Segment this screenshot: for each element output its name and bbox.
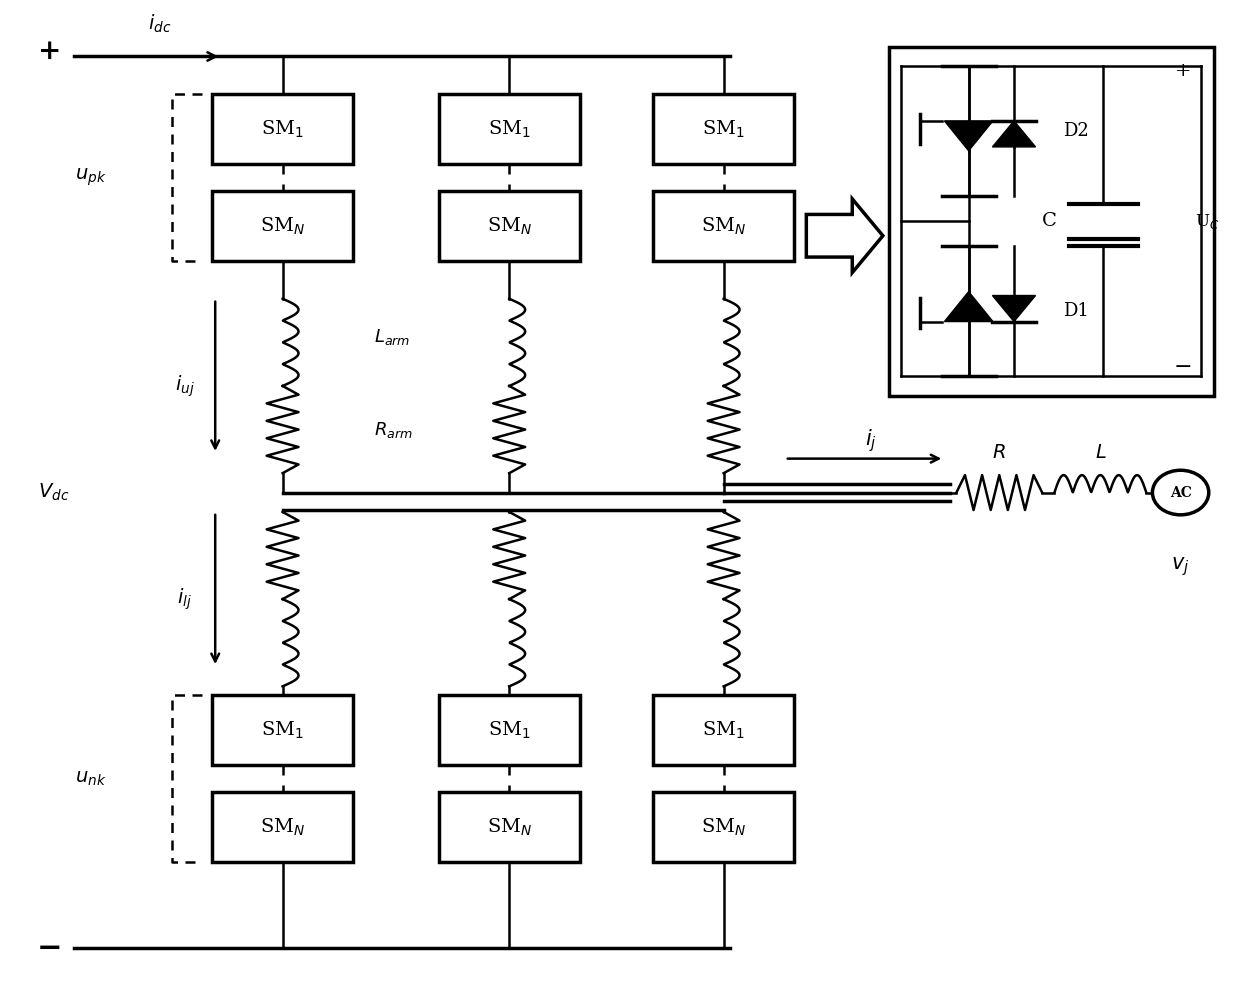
Text: SM$_N$: SM$_N$	[260, 816, 305, 837]
Polygon shape	[992, 295, 1036, 322]
Text: SM$_N$: SM$_N$	[487, 215, 532, 237]
Bar	[653, 695, 794, 765]
Bar	[439, 191, 580, 261]
Text: AC: AC	[1170, 485, 1192, 500]
Text: SM$_1$: SM$_1$	[703, 118, 745, 140]
Bar	[653, 191, 794, 261]
Bar	[890, 47, 1214, 396]
Text: SM$_1$: SM$_1$	[488, 118, 530, 140]
Text: $L_{arm}$: $L_{arm}$	[374, 328, 411, 347]
Text: C: C	[1042, 213, 1057, 230]
Text: $L$: $L$	[1094, 444, 1106, 461]
Text: D1: D1	[1063, 302, 1089, 320]
Polygon shape	[944, 121, 992, 151]
Text: SM$_N$: SM$_N$	[260, 215, 305, 237]
Text: −: −	[1173, 355, 1192, 378]
Bar	[212, 695, 353, 765]
Text: $V_{dc}$: $V_{dc}$	[38, 482, 69, 503]
Text: $u_{nk}$: $u_{nk}$	[74, 769, 105, 787]
Text: $i_{j}$: $i_{j}$	[865, 427, 876, 454]
Bar	[439, 695, 580, 765]
Text: SM$_1$: SM$_1$	[261, 719, 304, 741]
Bar	[212, 792, 353, 862]
Text: $i_{uj}$: $i_{uj}$	[175, 373, 195, 399]
Text: $v_{j}$: $v_{j}$	[1171, 556, 1189, 579]
Polygon shape	[807, 199, 883, 273]
Text: SM$_N$: SM$_N$	[701, 215, 746, 237]
Text: D2: D2	[1063, 122, 1089, 141]
Text: $u_{pk}$: $u_{pk}$	[74, 167, 107, 188]
Text: $i_{lj}$: $i_{lj}$	[177, 586, 192, 612]
Text: +: +	[38, 38, 62, 65]
Text: $R_{arm}$: $R_{arm}$	[374, 419, 414, 440]
Polygon shape	[992, 121, 1036, 147]
Bar	[212, 94, 353, 164]
Text: U$_C$: U$_C$	[1196, 212, 1219, 230]
Text: SM$_N$: SM$_N$	[701, 816, 746, 837]
Bar	[653, 792, 794, 862]
Text: SM$_N$: SM$_N$	[487, 816, 532, 837]
Polygon shape	[944, 291, 992, 322]
Bar	[439, 792, 580, 862]
Text: $i_{dc}$: $i_{dc}$	[149, 13, 172, 35]
Text: +: +	[1175, 62, 1192, 80]
Bar	[653, 94, 794, 164]
Bar	[439, 94, 580, 164]
Text: $R$: $R$	[992, 444, 1006, 461]
Text: SM$_1$: SM$_1$	[261, 118, 304, 140]
Text: SM$_1$: SM$_1$	[488, 719, 530, 741]
Text: SM$_1$: SM$_1$	[703, 719, 745, 741]
Text: −: −	[37, 933, 63, 963]
Bar	[212, 191, 353, 261]
